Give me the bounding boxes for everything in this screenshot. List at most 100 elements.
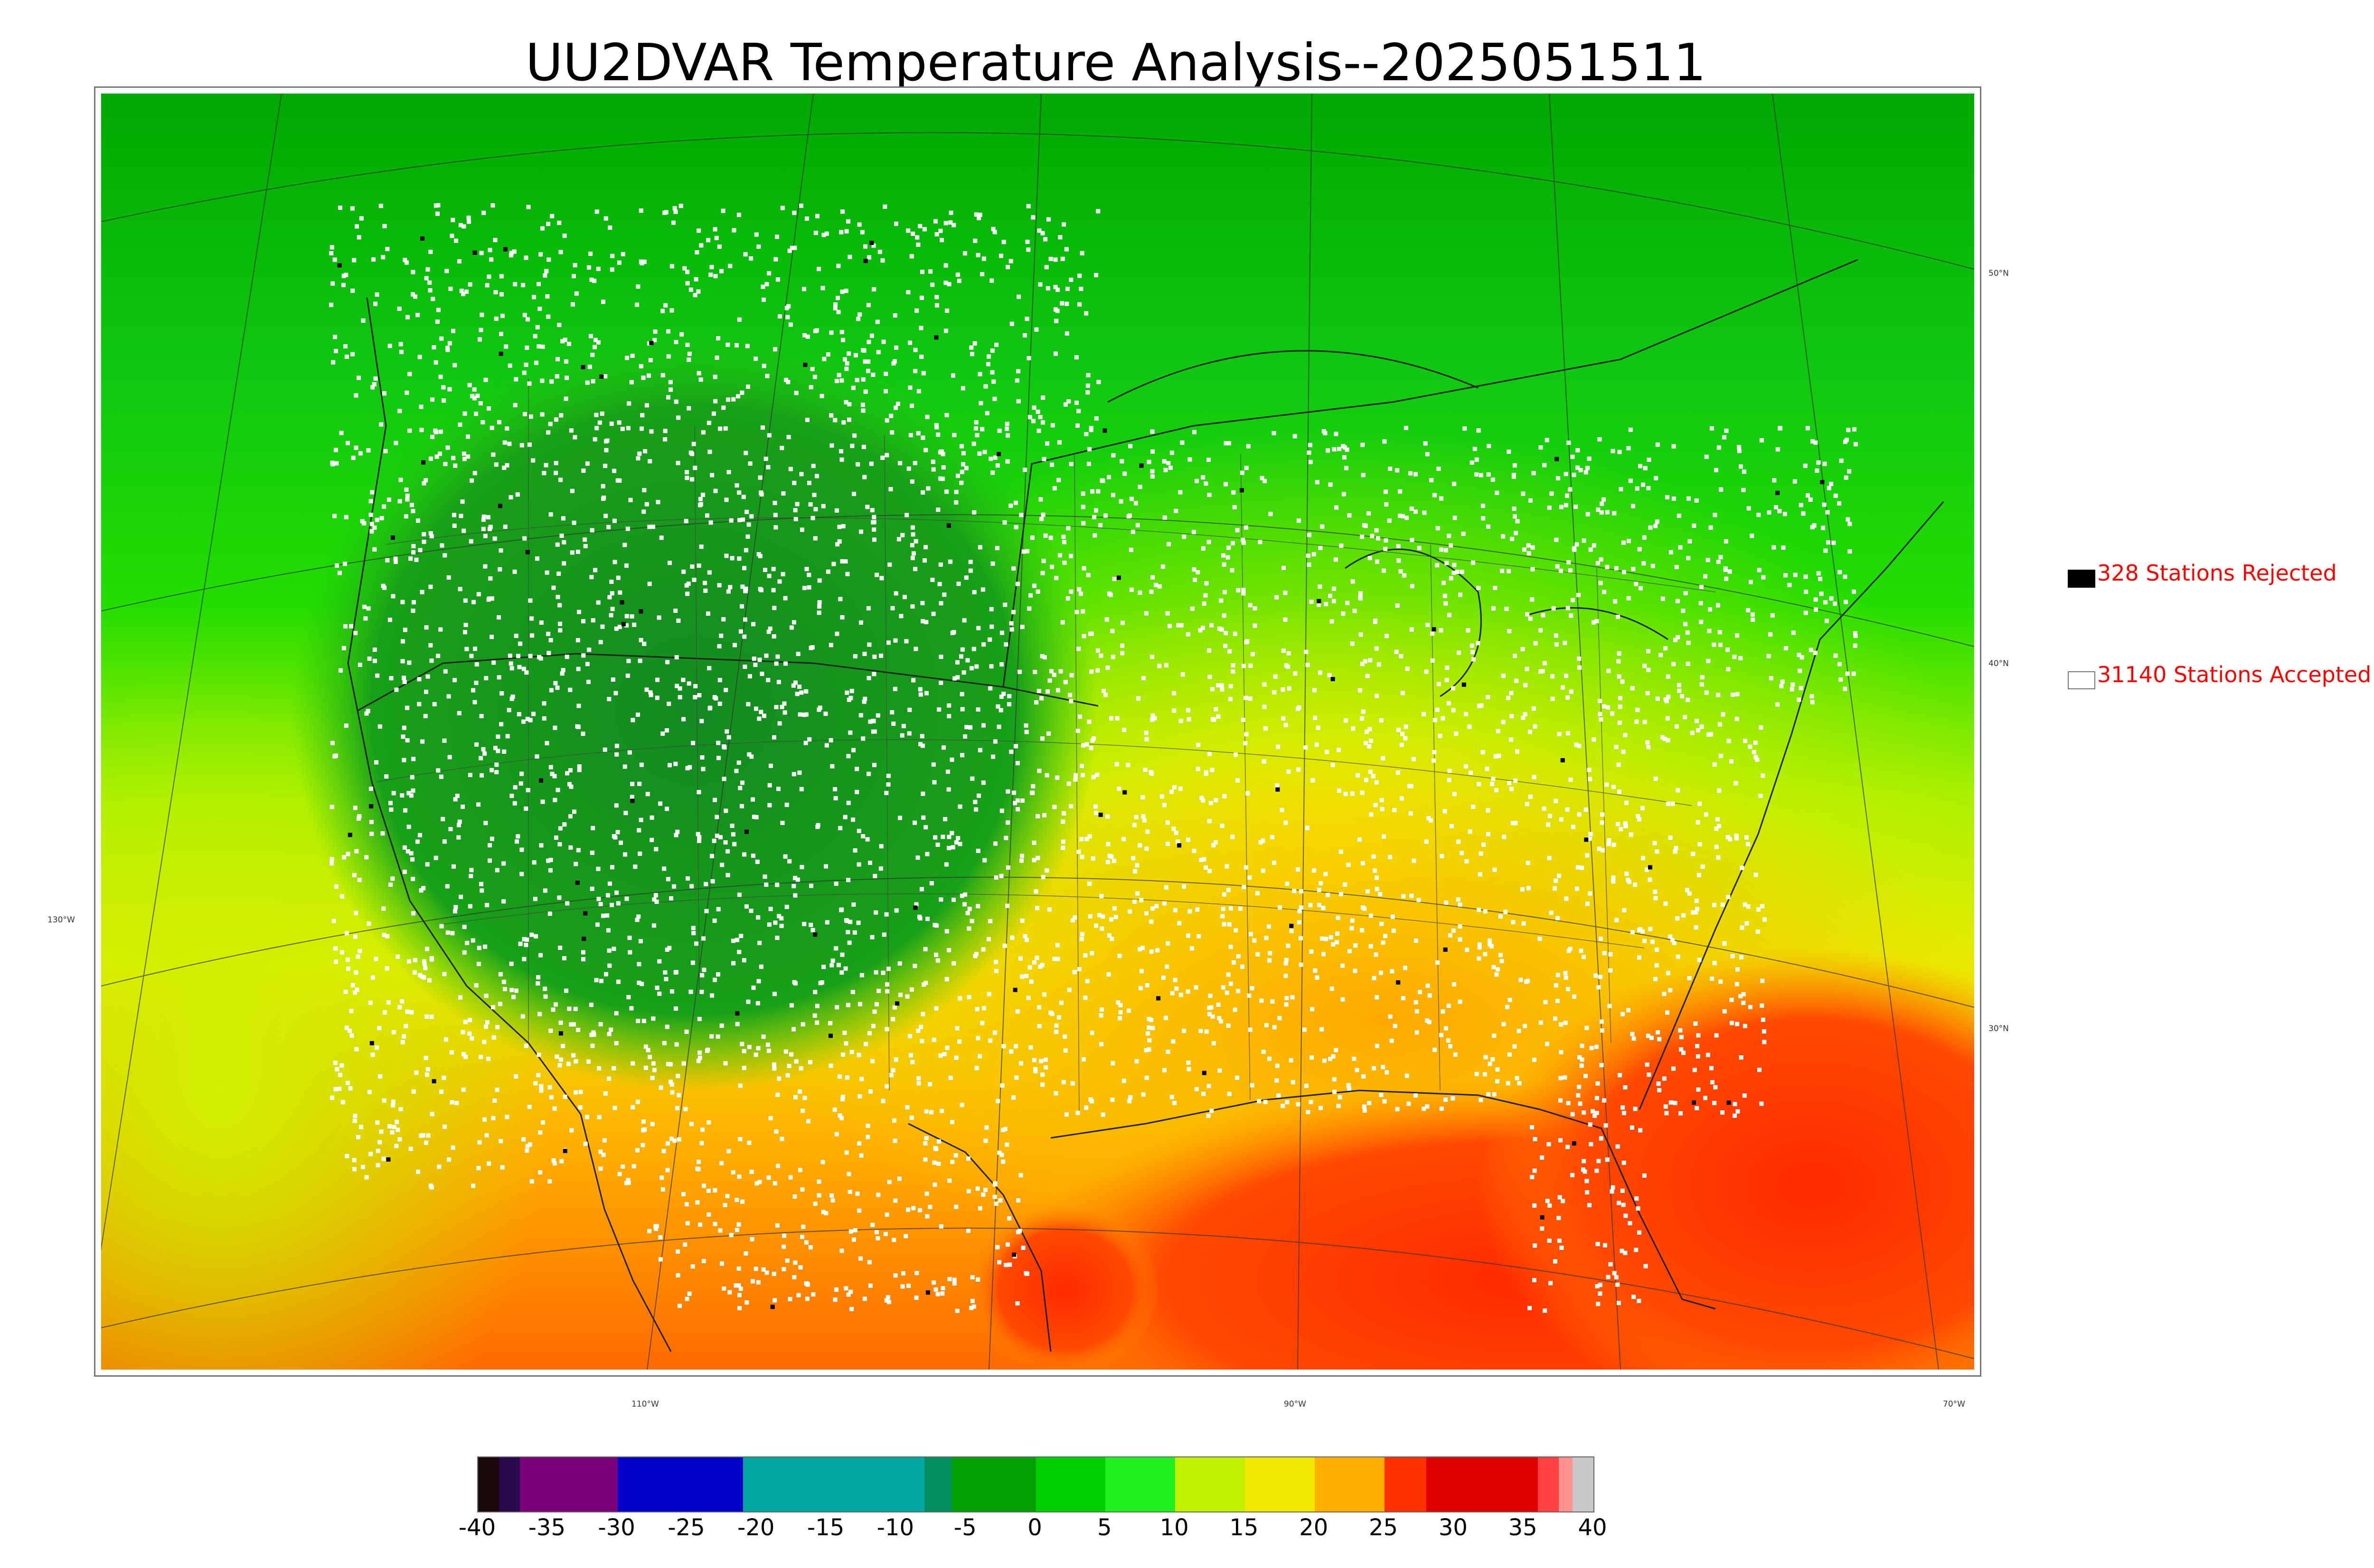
station-accepted-marker: [350, 288, 355, 293]
station-accepted-marker: [1608, 1262, 1613, 1267]
station-accepted-marker: [1014, 1044, 1018, 1049]
station-accepted-marker: [1062, 811, 1066, 816]
station-rejected-marker: [621, 622, 626, 627]
station-accepted-marker: [844, 400, 848, 404]
station-accepted-marker: [1379, 921, 1384, 926]
station-accepted-marker: [466, 434, 470, 439]
station-accepted-marker: [884, 1232, 888, 1236]
station-accepted-marker: [1730, 954, 1735, 958]
station-accepted-marker: [934, 423, 939, 428]
station-accepted-marker: [910, 479, 914, 484]
station-accepted-marker: [704, 909, 709, 913]
station-accepted-marker: [926, 486, 931, 491]
station-accepted-marker: [1384, 538, 1388, 543]
station-accepted-marker: [1780, 679, 1785, 684]
station-accepted-marker: [398, 342, 403, 347]
station-accepted-marker: [997, 428, 1002, 433]
station-accepted-marker: [815, 214, 820, 218]
station-accepted-marker: [893, 1273, 898, 1278]
station-accepted-marker: [1020, 974, 1025, 979]
station-accepted-marker: [1695, 1044, 1700, 1049]
station-accepted-marker: [1227, 649, 1232, 654]
station-accepted-marker: [1144, 1048, 1149, 1052]
station-accepted-marker: [447, 1157, 452, 1162]
station-accepted-marker: [626, 1178, 631, 1183]
station-accepted-marker: [552, 1161, 557, 1166]
station-accepted-marker: [1687, 976, 1692, 980]
station-accepted-marker: [1646, 1033, 1650, 1038]
station-accepted-marker: [780, 1136, 784, 1141]
station-accepted-marker: [994, 875, 999, 880]
station-accepted-marker: [425, 267, 430, 272]
station-accepted-marker: [429, 1014, 434, 1019]
station-accepted-marker: [514, 377, 518, 382]
station-accepted-marker: [349, 1009, 354, 1014]
station-accepted-marker: [1361, 905, 1366, 910]
station-accepted-marker: [743, 617, 747, 622]
station-accepted-marker: [627, 750, 632, 755]
station-accepted-marker: [765, 1042, 770, 1047]
station-accepted-marker: [411, 509, 415, 514]
station-accepted-marker: [525, 345, 529, 350]
station-accepted-marker: [1527, 730, 1532, 734]
station-accepted-marker: [1055, 943, 1060, 948]
station-accepted-marker: [809, 883, 813, 888]
station-accepted-marker: [1286, 943, 1291, 948]
station-accepted-marker: [499, 292, 504, 297]
station-accepted-marker: [1565, 493, 1569, 498]
station-accepted-marker: [1623, 1213, 1628, 1218]
station-accepted-marker: [1268, 951, 1272, 956]
station-accepted-marker: [806, 1282, 810, 1287]
station-accepted-marker: [435, 211, 440, 216]
station-accepted-marker: [1047, 907, 1052, 912]
station-accepted-marker: [1453, 1052, 1458, 1057]
station-accepted-marker: [1631, 567, 1636, 572]
station-accepted-marker: [1439, 1106, 1444, 1111]
station-accepted-marker: [751, 986, 756, 990]
station-accepted-marker: [459, 514, 463, 518]
station-accepted-marker: [626, 659, 631, 663]
station-accepted-marker: [642, 1127, 647, 1132]
station-accepted-marker: [519, 443, 524, 448]
station-accepted-marker: [945, 770, 950, 774]
station-accepted-marker: [1704, 454, 1709, 459]
station-accepted-marker: [1016, 399, 1021, 404]
station-accepted-marker: [405, 738, 410, 742]
station-accepted-marker: [1085, 390, 1090, 395]
station-accepted-marker: [990, 561, 995, 566]
station-accepted-marker: [338, 206, 342, 210]
station-accepted-marker: [693, 695, 697, 700]
station-accepted-marker: [719, 1161, 724, 1165]
station-accepted-marker: [1382, 439, 1387, 444]
map-frame: [94, 86, 1981, 1377]
station-accepted-marker: [793, 875, 797, 880]
station-accepted-marker: [1823, 548, 1828, 553]
station-accepted-marker: [601, 913, 605, 918]
station-accepted-marker: [688, 287, 693, 292]
station-accepted-marker: [1721, 712, 1725, 717]
station-accepted-marker: [995, 463, 1000, 468]
station-accepted-marker: [1050, 1012, 1055, 1016]
colorbar-tick-label: 25: [1369, 1514, 1398, 1541]
station-accepted-marker: [1154, 904, 1159, 909]
station-accepted-marker: [1741, 992, 1746, 996]
station-accepted-marker: [1730, 693, 1735, 697]
station-accepted-marker: [1129, 587, 1134, 592]
station-accepted-marker: [1578, 1101, 1583, 1106]
station-accepted-marker: [891, 361, 896, 366]
station-accepted-marker: [1380, 807, 1385, 811]
station-accepted-marker: [1564, 503, 1568, 507]
station-accepted-marker: [462, 925, 467, 930]
station-accepted-marker: [1103, 513, 1108, 518]
station-accepted-marker: [893, 638, 898, 643]
station-accepted-marker: [334, 884, 339, 889]
station-accepted-marker: [1662, 737, 1667, 741]
station-accepted-marker: [893, 1138, 897, 1143]
station-accepted-marker: [468, 773, 472, 777]
station-accepted-marker: [344, 931, 349, 936]
station-accepted-marker: [557, 220, 562, 225]
station-accepted-marker: [810, 928, 815, 932]
station-accepted-marker: [843, 966, 848, 971]
station-accepted-marker: [649, 693, 653, 697]
station-accepted-marker: [1556, 1216, 1561, 1221]
